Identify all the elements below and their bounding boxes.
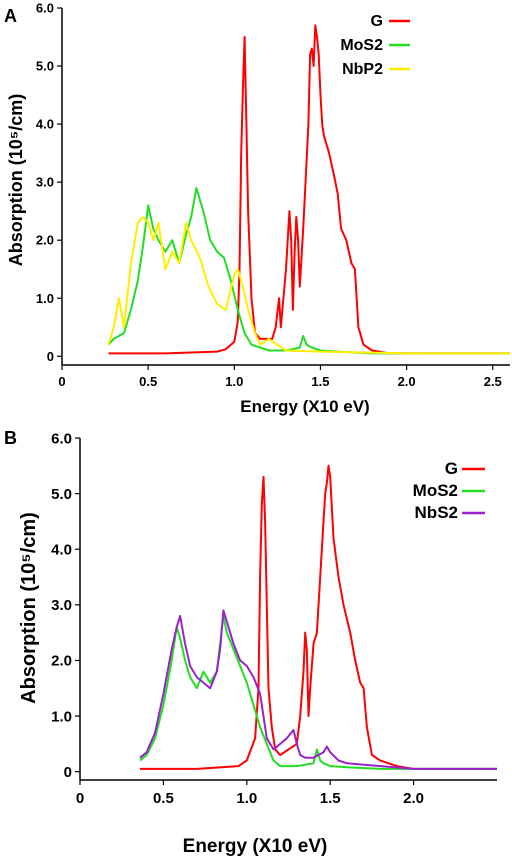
- series-line: [140, 464, 497, 770]
- legend-label-mos2: MoS2: [340, 37, 383, 54]
- y-tick-label: 6.0: [51, 430, 72, 447]
- x-tick-label: 1.5: [311, 374, 329, 389]
- legend-label-nbs2: NbS2: [415, 503, 458, 522]
- y-tick-label: 4.0: [51, 541, 72, 558]
- panel-b: B 0 0.5 1.0 1.5 2.0 0 1.0 2.0 3.0 4.0 5.0 6.0 Energ…: [4, 428, 497, 857]
- y-tick-label: 2.0: [36, 233, 54, 248]
- y-tick-label: 1.0: [36, 291, 54, 306]
- y-tick-label: 6.0: [36, 1, 54, 16]
- panel-a-plot: 0 0.5 1.0 1.5 2.0 2.5 0 1.0 2.0 3.0 4.0 5.0 6.0: [36, 1, 510, 389]
- panel-a-y-axis-label: Absorption (10⁵/cm): [6, 94, 26, 266]
- x-tick-label: 1.0: [236, 790, 257, 807]
- x-tick-label: 0.5: [153, 790, 174, 807]
- x-tick-label: 2.0: [403, 790, 424, 807]
- panel-a: A 0 0.5 1.0 1.5 2.0 2.5 0 1.0 2.0 3.0 4.0 5.0 6.0 En…: [4, 1, 510, 416]
- x-tick-label: 0: [58, 374, 65, 389]
- x-tick-label: 2.0: [398, 374, 416, 389]
- panel-a-x-axis-label: Energy (X10 eV): [240, 397, 369, 416]
- x-tick-label: 1.0: [225, 374, 243, 389]
- x-tick-label: 2.5: [484, 374, 502, 389]
- y-tick-label: 1.0: [51, 708, 72, 725]
- y-tick-label: 2.0: [51, 653, 72, 670]
- series-line: [139, 609, 497, 770]
- y-tick-label: 0: [47, 349, 54, 364]
- panel-b-legend: G MoS2 NbS2: [413, 459, 485, 522]
- panel-b-y-axis-label: Absorption (10⁵/cm): [18, 512, 40, 704]
- y-tick-label: 5.0: [36, 59, 54, 74]
- panel-a-label: A: [4, 6, 17, 26]
- legend-label-g: G: [371, 13, 383, 30]
- series-line: [139, 615, 497, 770]
- series-line: [108, 24, 510, 355]
- y-tick-label: 4.0: [36, 117, 54, 132]
- panel-b-plot: 0 0.5 1.0 1.5 2.0 0 1.0 2.0 3.0 4.0 5.0 6.0: [51, 430, 497, 807]
- y-tick-label: 5.0: [51, 486, 72, 503]
- panel-a-legend: G MoS2 NbP2: [340, 13, 410, 78]
- y-tick-label: 3.0: [51, 597, 72, 614]
- series-line: [107, 216, 510, 355]
- legend-label-mos2: MoS2: [413, 481, 458, 500]
- legend-label-nbp2: NbP2: [342, 61, 383, 78]
- series-line: [107, 187, 510, 355]
- x-tick-label: 1.5: [320, 790, 341, 807]
- panel-b-x-axis-label: Energy (X10 eV): [183, 836, 328, 857]
- x-tick-label: 0: [76, 790, 84, 807]
- legend-label-g: G: [445, 459, 458, 478]
- x-tick-label: 0.5: [139, 374, 157, 389]
- panel-b-label: B: [4, 428, 17, 448]
- y-tick-label: 0: [64, 764, 72, 781]
- y-tick-label: 3.0: [36, 175, 54, 190]
